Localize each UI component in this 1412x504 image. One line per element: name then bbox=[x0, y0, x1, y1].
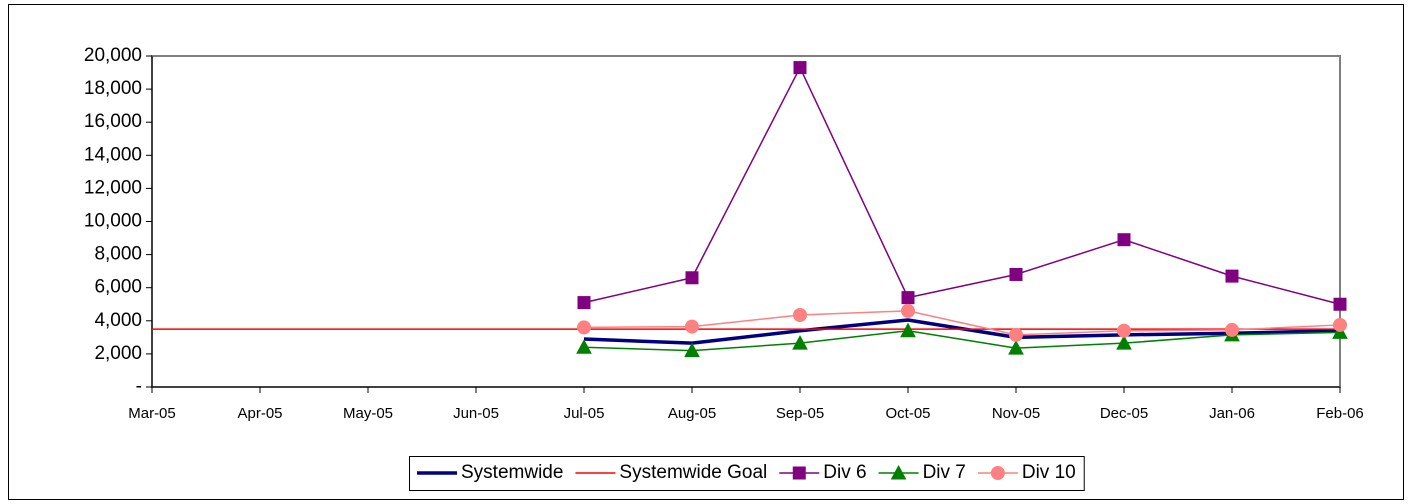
marker bbox=[1008, 340, 1024, 355]
series-line bbox=[583, 310, 1341, 336]
y-tick-label: 18,000 bbox=[84, 78, 142, 99]
marker bbox=[990, 466, 1005, 480]
marker bbox=[1116, 335, 1132, 350]
x-tick-label: Jun-05 bbox=[453, 405, 499, 422]
marker bbox=[1009, 267, 1023, 281]
y-tick-label: 6,000 bbox=[94, 277, 142, 298]
marker bbox=[1225, 269, 1239, 283]
y-tick-label: 8,000 bbox=[94, 244, 142, 265]
legend-label: Systemwide bbox=[461, 462, 563, 483]
marker bbox=[901, 303, 915, 318]
marker bbox=[1333, 317, 1347, 332]
marker bbox=[685, 271, 699, 285]
y-tick-label: 10,000 bbox=[84, 211, 142, 232]
marker bbox=[1117, 233, 1131, 247]
marker bbox=[901, 291, 915, 305]
x-tick-label: Jul-05 bbox=[564, 405, 605, 422]
series-line bbox=[583, 329, 1341, 352]
marker bbox=[792, 466, 806, 480]
y-tick-label: 4,000 bbox=[94, 310, 142, 331]
x-tick-label: Sep-05 bbox=[776, 405, 824, 422]
x-tick-label: Mar-05 bbox=[128, 405, 176, 422]
marker bbox=[684, 342, 700, 358]
y-tick-label: 12,000 bbox=[84, 177, 142, 198]
marker bbox=[577, 320, 591, 335]
marker bbox=[576, 339, 592, 354]
legend-label: Div 10 bbox=[1022, 462, 1076, 483]
marker bbox=[1333, 297, 1347, 311]
marker bbox=[793, 308, 807, 323]
series-line bbox=[583, 66, 1341, 305]
y-tick-label: - bbox=[136, 376, 142, 397]
y-tick-label: 16,000 bbox=[84, 111, 142, 132]
marker bbox=[890, 464, 907, 480]
x-tick-label: Dec-05 bbox=[1100, 405, 1148, 422]
marker bbox=[685, 319, 699, 334]
marker bbox=[900, 322, 916, 338]
legend bbox=[409, 456, 1085, 491]
x-tick-label: Jan-06 bbox=[1209, 405, 1255, 422]
marker bbox=[1225, 322, 1239, 337]
x-tick-label: Oct-05 bbox=[885, 405, 930, 422]
x-tick-label: Feb-06 bbox=[1316, 405, 1364, 422]
legend-label: Systemwide Goal bbox=[619, 462, 767, 483]
x-tick-label: Nov-05 bbox=[992, 405, 1040, 422]
y-tick-label: 14,000 bbox=[84, 144, 142, 165]
y-tick-label: 20,000 bbox=[84, 45, 142, 66]
x-tick-label: Apr-05 bbox=[237, 405, 282, 422]
marker bbox=[577, 296, 591, 310]
marker bbox=[1117, 323, 1131, 338]
legend-label: Div 7 bbox=[923, 462, 966, 483]
legend-label: Div 6 bbox=[823, 462, 866, 483]
x-tick-label: Aug-05 bbox=[668, 405, 716, 422]
marker bbox=[1009, 327, 1023, 342]
y-tick-label: 2,000 bbox=[94, 343, 142, 364]
marker bbox=[793, 61, 807, 75]
x-tick-label: May-05 bbox=[343, 405, 393, 422]
marker bbox=[792, 335, 808, 350]
